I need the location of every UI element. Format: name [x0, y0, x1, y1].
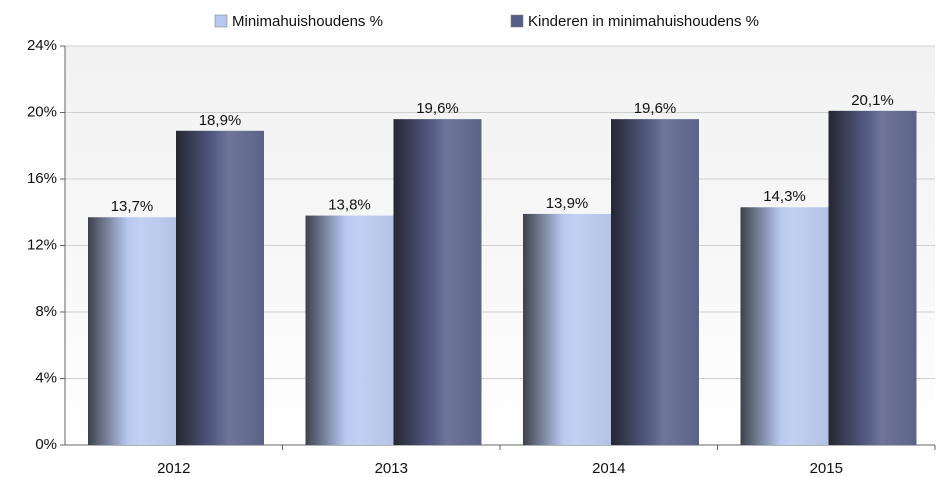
value-label: 13,7% [111, 198, 154, 215]
y-tick-label: 16% [27, 170, 57, 187]
bar [305, 215, 394, 445]
y-tick-label: 20% [27, 103, 57, 120]
bar [176, 130, 264, 445]
value-label: 13,9% [546, 195, 589, 212]
bar [523, 213, 611, 445]
bar [611, 119, 699, 446]
bar [88, 217, 176, 445]
bar [393, 119, 482, 446]
x-tick-label: 2014 [592, 460, 625, 477]
value-label: 14,3% [763, 188, 806, 205]
y-tick-label: 8% [35, 303, 57, 320]
x-tick-label: 2013 [375, 460, 408, 477]
legend-label: Minimahuishoudens % [232, 13, 383, 30]
y-tick-label: 12% [27, 236, 57, 253]
legend-swatch [510, 14, 524, 28]
y-tick-label: 4% [35, 369, 57, 386]
y-tick-label: 24% [27, 37, 57, 54]
legend-label: Kinderen in minimahuishoudens % [528, 13, 759, 30]
value-label: 13,8% [328, 197, 371, 214]
y-tick-label: 0% [35, 436, 57, 453]
value-label: 19,6% [634, 100, 677, 117]
x-tick-label: 2012 [157, 460, 190, 477]
bar [828, 110, 917, 446]
value-label: 20,1% [851, 92, 894, 109]
legend-swatch [214, 14, 228, 28]
value-label: 19,6% [416, 100, 459, 117]
value-label: 18,9% [199, 112, 242, 129]
x-tick-label: 2015 [810, 460, 843, 477]
bar [740, 207, 829, 445]
